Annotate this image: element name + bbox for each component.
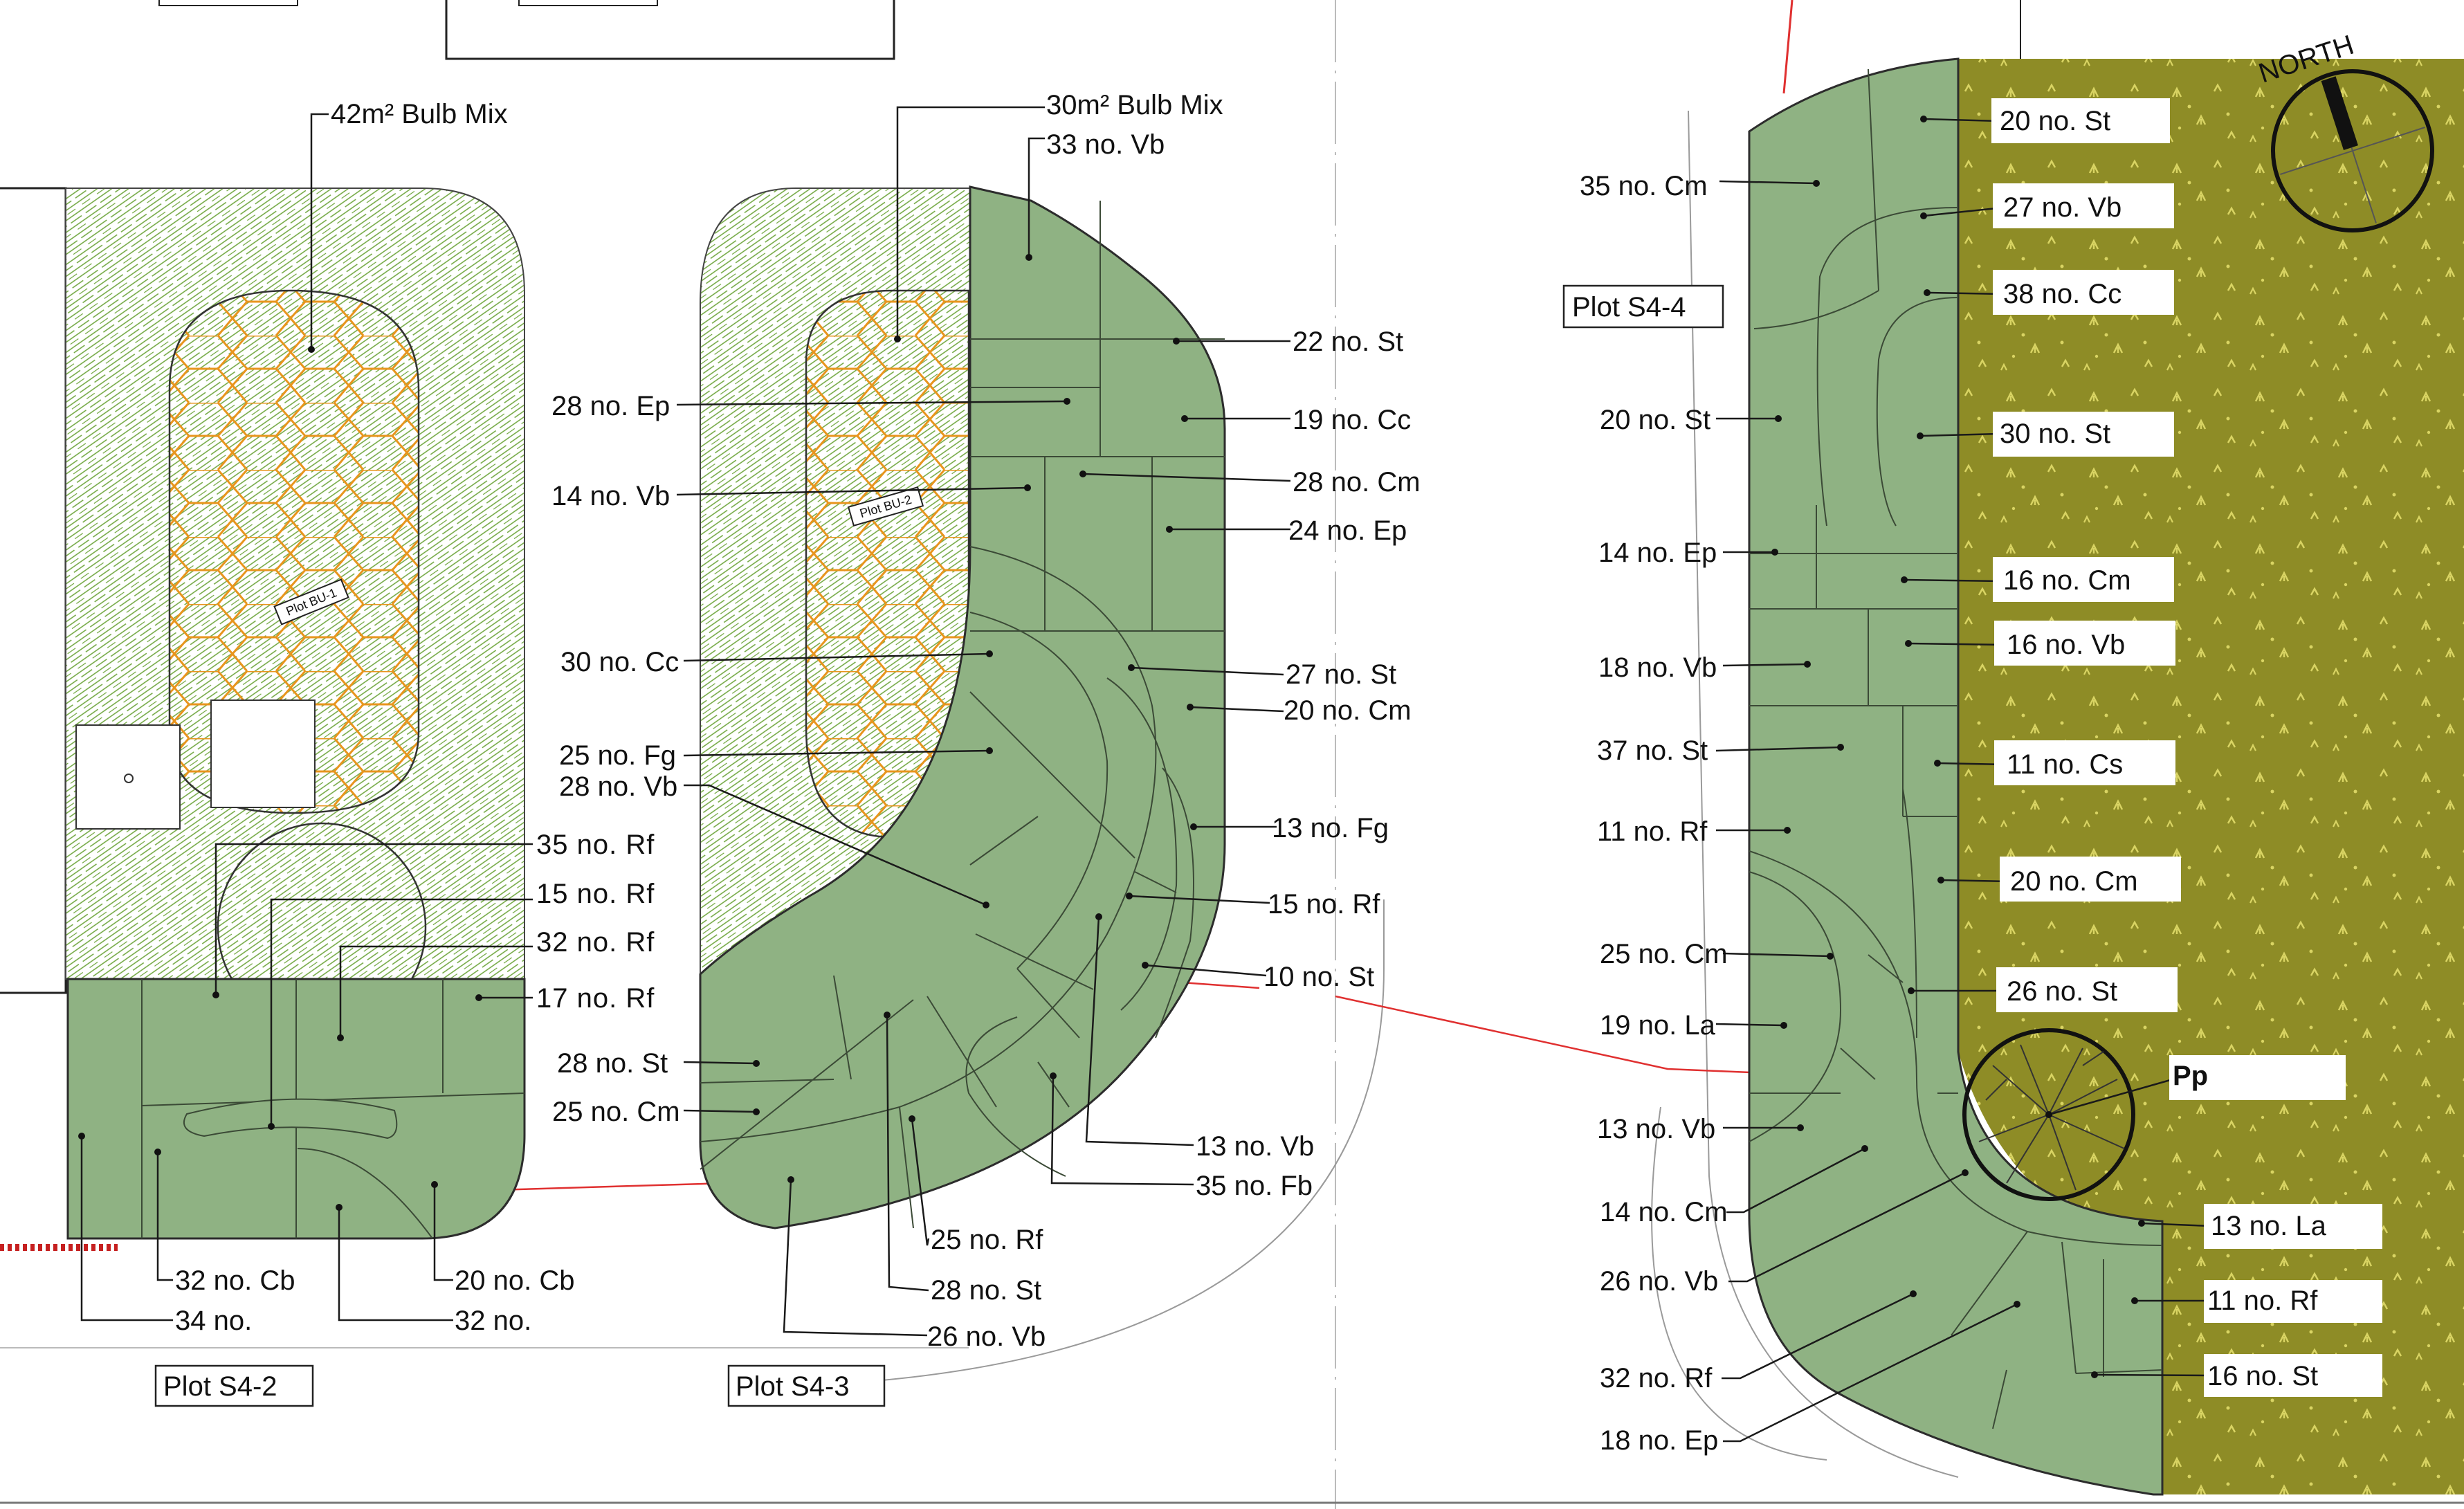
utility-box [210,699,316,808]
svg-text:Plot S4-4: Plot S4-4 [1572,292,1686,322]
planting-label: 32 no. Rf [536,927,655,958]
bulb-mix-label: 30m² Bulb Mix [1046,90,1223,120]
planting-label: 26 no. St [2007,976,2117,1007]
planting-labels-s4-3: 30m² Bulb Mix 33 no. Vb 22 no. St 28 no.… [551,90,1421,1352]
planting-label: 14 no. Cm [1600,1197,1728,1227]
planting-label: 16 no. Vb [2007,630,2125,660]
planting-label: 33 no. Vb [1046,129,1165,160]
planting-label: 28 no. St [557,1048,668,1079]
planting-label: 10 no. St [1263,962,1374,992]
plot-s4-4: NORTH 35 no. Cm 20 no. St 14 no. Ep 18 n… [1562,30,2464,1496]
planting-label: 28 no. Cm [1293,467,1421,497]
planting-leaders-s4-4-left [1715,180,2020,1443]
planting-label: 13 no. La [2211,1211,2327,1241]
svg-text:Plot S4-2: Plot S4-2 [163,1371,277,1402]
planting-label: 32 no. Rf [1600,1363,1713,1393]
plot-s4-3-tag: Plot S4-3 [727,1364,886,1407]
planting-label: 16 no. St [2207,1361,2318,1391]
plot-s4-4-tag: Plot S4-4 [1562,284,1724,329]
planting-label: 35 no. Rf [536,830,655,860]
planting-label: 34 no. [175,1306,252,1336]
planting-label: 20 no. Cm [2010,866,2138,897]
tree-label-pp: Pp [2173,1061,2208,1091]
planting-label: 11 no. Rf [2207,1286,2318,1316]
planting-label: 19 no. La [1600,1010,1716,1041]
planting-label: 25 no. Cm [1600,939,1728,969]
planting-label: 25 no. Fg [559,740,676,771]
svg-text:Plot S4-3: Plot S4-3 [736,1371,850,1402]
planting-label: 35 no. Cm [1580,171,1708,201]
planting-label: 13 no. Vb [1196,1131,1314,1162]
planting-label: 14 no. Ep [1598,538,1717,568]
planting-labels-s4-4-right: 20 no. St 27 no. Vb 38 no. Cc 30 no. St … [1991,98,2382,1397]
planting-bed-s4-4 [1748,57,2164,1496]
planting-label: 27 no. St [1286,659,1396,690]
planting-label: 11 no. Cs [2007,749,2123,780]
planting-label: 38 no. Cc [2003,279,2121,309]
planting-label: 32 no. [455,1306,531,1336]
planting-label: 22 no. St [1293,327,1403,357]
plot-s4-2: Plot BU-1 42m² Bulb Mix 35 no. Rf 15 no.… [65,99,655,1407]
planting-label: 15 no. Rf [536,879,655,909]
planting-label: 17 no. Rf [536,983,655,1014]
planting-label: 28 no. Ep [551,391,670,421]
planting-label: 30 no. Cc [560,647,679,677]
plot-s4-3: Plot BU-2 [551,90,1421,1407]
planting-label: 14 no. Vb [551,481,670,511]
tree-pp [1962,1028,2135,1201]
planting-label: 15 no. Rf [1268,889,1380,920]
utility-box [75,724,181,830]
planting-label: 19 no. Cc [1293,405,1411,435]
planting-label: 20 no. Cb [455,1265,574,1296]
bulb-mix-label: 42m² Bulb Mix [331,99,508,129]
planting-label: 13 no. Vb [1597,1114,1715,1144]
planting-leaders-s4-3 [676,106,1291,1337]
planting-label: 25 no. Cm [552,1097,680,1127]
planting-label: 13 no. Fg [1272,813,1389,843]
planting-label: 37 no. St [1597,735,1708,766]
planting-label: 20 no. St [2000,106,2110,136]
planting-label: 28 no. St [931,1275,1041,1306]
planting-label: 32 no. Cb [175,1265,295,1296]
planting-label: 35 no. Fb [1196,1171,1313,1201]
planting-labels-s4-4-left: 35 no. Cm 20 no. St 14 no. Ep 18 no. Vb … [1580,171,1728,1456]
planting-label: 18 no. Ep [1600,1425,1718,1456]
planting-bed-s4-3 [699,185,1226,1229]
planting-label: 18 no. Vb [1598,652,1717,683]
planting-label: 20 no. Cm [1284,695,1412,726]
bulb-area-bu-1: Plot BU-1 [75,289,427,1032]
planting-label: 27 no. Vb [2003,192,2121,223]
planting-leaders-s4-2 [78,113,533,1321]
planting-label: 30 no. St [2000,419,2110,449]
planting-label: 26 no. Vb [1600,1266,1718,1297]
planting-labels-s4-2: 42m² Bulb Mix 35 no. Rf 15 no. Rf 32 no.… [175,99,655,1336]
planting-leaders-s4-4-right [1901,116,2211,1378]
planting-label: 20 no. St [1600,405,1710,435]
planting-label: 11 no. Rf [1597,816,1708,847]
red-boundary-lines [0,0,1794,1251]
plot-s4-2-tag: Plot S4-2 [154,1364,314,1407]
planting-label: 28 no. Vb [559,771,677,802]
planting-label: 25 no. Rf [931,1225,1043,1255]
planting-label: 16 no. Cm [2003,565,2131,596]
planting-label: 26 no. Vb [927,1321,1046,1352]
planting-label: 24 no. Ep [1288,515,1407,546]
